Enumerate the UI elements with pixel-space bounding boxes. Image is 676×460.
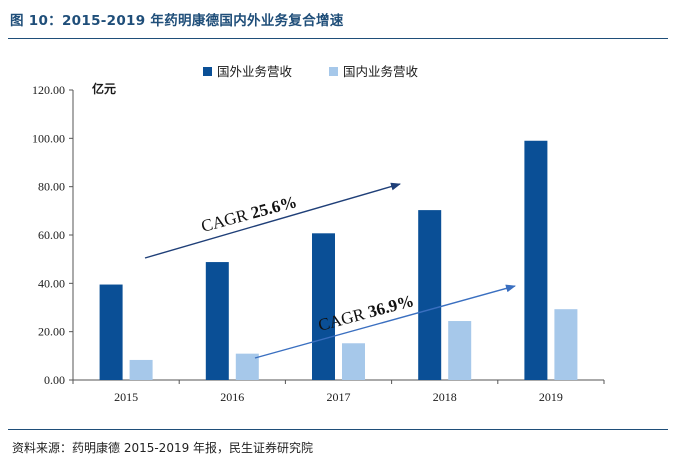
figure-source: 资料来源：药明康德 2015-2019 年报，民生证券研究院 xyxy=(12,441,314,455)
y-tick-label: 120.00 xyxy=(32,83,65,97)
y-axis-unit-label: 亿元 xyxy=(92,81,116,96)
legend-swatch-domestic xyxy=(329,67,338,76)
bar-overseas-2018 xyxy=(418,210,442,380)
chart-legend: 国外业务营收 国内业务营收 xyxy=(203,64,419,79)
x-tick-label: 2016 xyxy=(220,390,244,404)
cagr-arrow-domestic xyxy=(254,284,516,359)
bar-chart: 亿元 国外业务营收 国内业务营收 0.00 20.00 40.00 60.00 80.0… xyxy=(32,64,605,404)
x-tick-label: 2017 xyxy=(327,390,351,404)
y-tick-label: 40.00 xyxy=(38,276,65,290)
cagr-arrow-overseas xyxy=(144,182,401,259)
x-tick-label: 2018 xyxy=(433,390,457,404)
bar-domestic-2019 xyxy=(554,309,578,380)
bar-domestic-2017 xyxy=(342,343,365,380)
source-rule xyxy=(8,429,668,430)
x-tick-label: 2015 xyxy=(114,390,138,404)
x-tick-label: 2019 xyxy=(539,390,563,404)
title-rule xyxy=(8,38,668,39)
bar-overseas-2017 xyxy=(312,233,335,380)
bar-overseas-2015 xyxy=(99,284,123,380)
cagr-prefix-overseas: CAGR xyxy=(199,204,254,236)
legend-label-overseas: 国外业务营收 xyxy=(217,64,293,79)
y-tick-label: 100.00 xyxy=(32,131,65,145)
bar-overseas-2016 xyxy=(205,262,229,380)
bar-domestic-2015 xyxy=(129,359,153,380)
y-tick-label: 0.00 xyxy=(44,373,65,387)
legend-swatch-overseas xyxy=(203,67,212,76)
y-tick-label: 80.00 xyxy=(38,180,65,194)
legend-label-domestic: 国内业务营收 xyxy=(343,64,419,79)
bar-overseas-2019 xyxy=(524,140,548,380)
y-tick-label: 20.00 xyxy=(38,325,65,339)
cagr-value-overseas: 25.6% xyxy=(249,192,299,222)
y-tick-label: 60.00 xyxy=(38,228,65,242)
cagr-annotation-overseas: CAGR 25.6% xyxy=(199,192,299,236)
bar-domestic-2016 xyxy=(235,353,259,380)
cagr-value-domestic: 36.9% xyxy=(366,291,416,321)
figure-title: 图 10：2015-2019 年药明康德国内外业务复合增速 xyxy=(10,13,344,29)
bar-domestic-2018 xyxy=(448,321,472,380)
